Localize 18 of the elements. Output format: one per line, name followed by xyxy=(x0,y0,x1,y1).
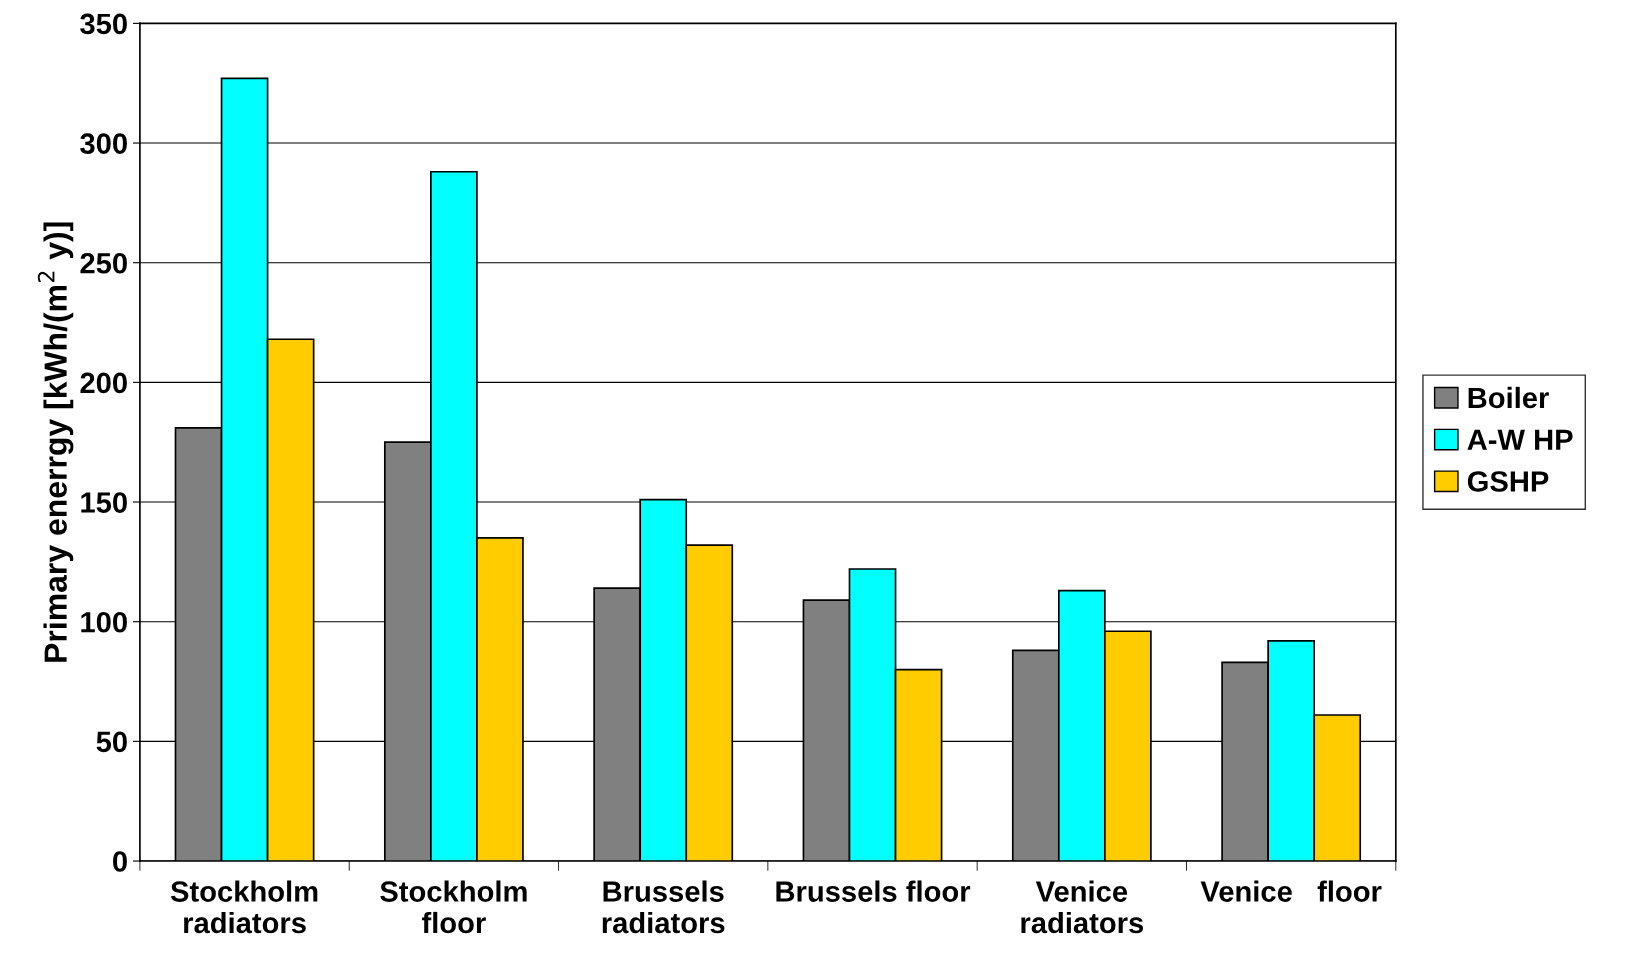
y-tick-label: 150 xyxy=(81,492,127,513)
legend-label: Boiler xyxy=(1468,386,1549,409)
y-tick-label: 350 xyxy=(80,13,127,35)
y-tick-label: 50 xyxy=(96,731,127,753)
y-tick-label: 0 xyxy=(113,851,127,872)
x-tick-label: Venice floor xyxy=(1200,880,1382,902)
y-tick-label: 200 xyxy=(80,372,127,394)
y-axis-title: Primary enerrgy [kWh/(m$^{2}$ y)] xyxy=(37,222,74,662)
x-tick-label: Stockholm floor xyxy=(380,880,527,934)
legend-label: A-W HP xyxy=(1467,429,1573,450)
legend-label: GSHP xyxy=(1467,471,1549,492)
y-tick-label: 250 xyxy=(80,252,127,274)
x-tick-label: Brussels radiators xyxy=(602,880,725,934)
x-tick-label: Venice radiators xyxy=(1021,880,1144,934)
y-tick-label: 100 xyxy=(81,611,127,633)
x-tick-label: Brussels floor xyxy=(776,880,971,902)
x-tick-label: Stockholm radiators xyxy=(170,880,318,934)
y-tick-label: 300 xyxy=(80,133,127,154)
